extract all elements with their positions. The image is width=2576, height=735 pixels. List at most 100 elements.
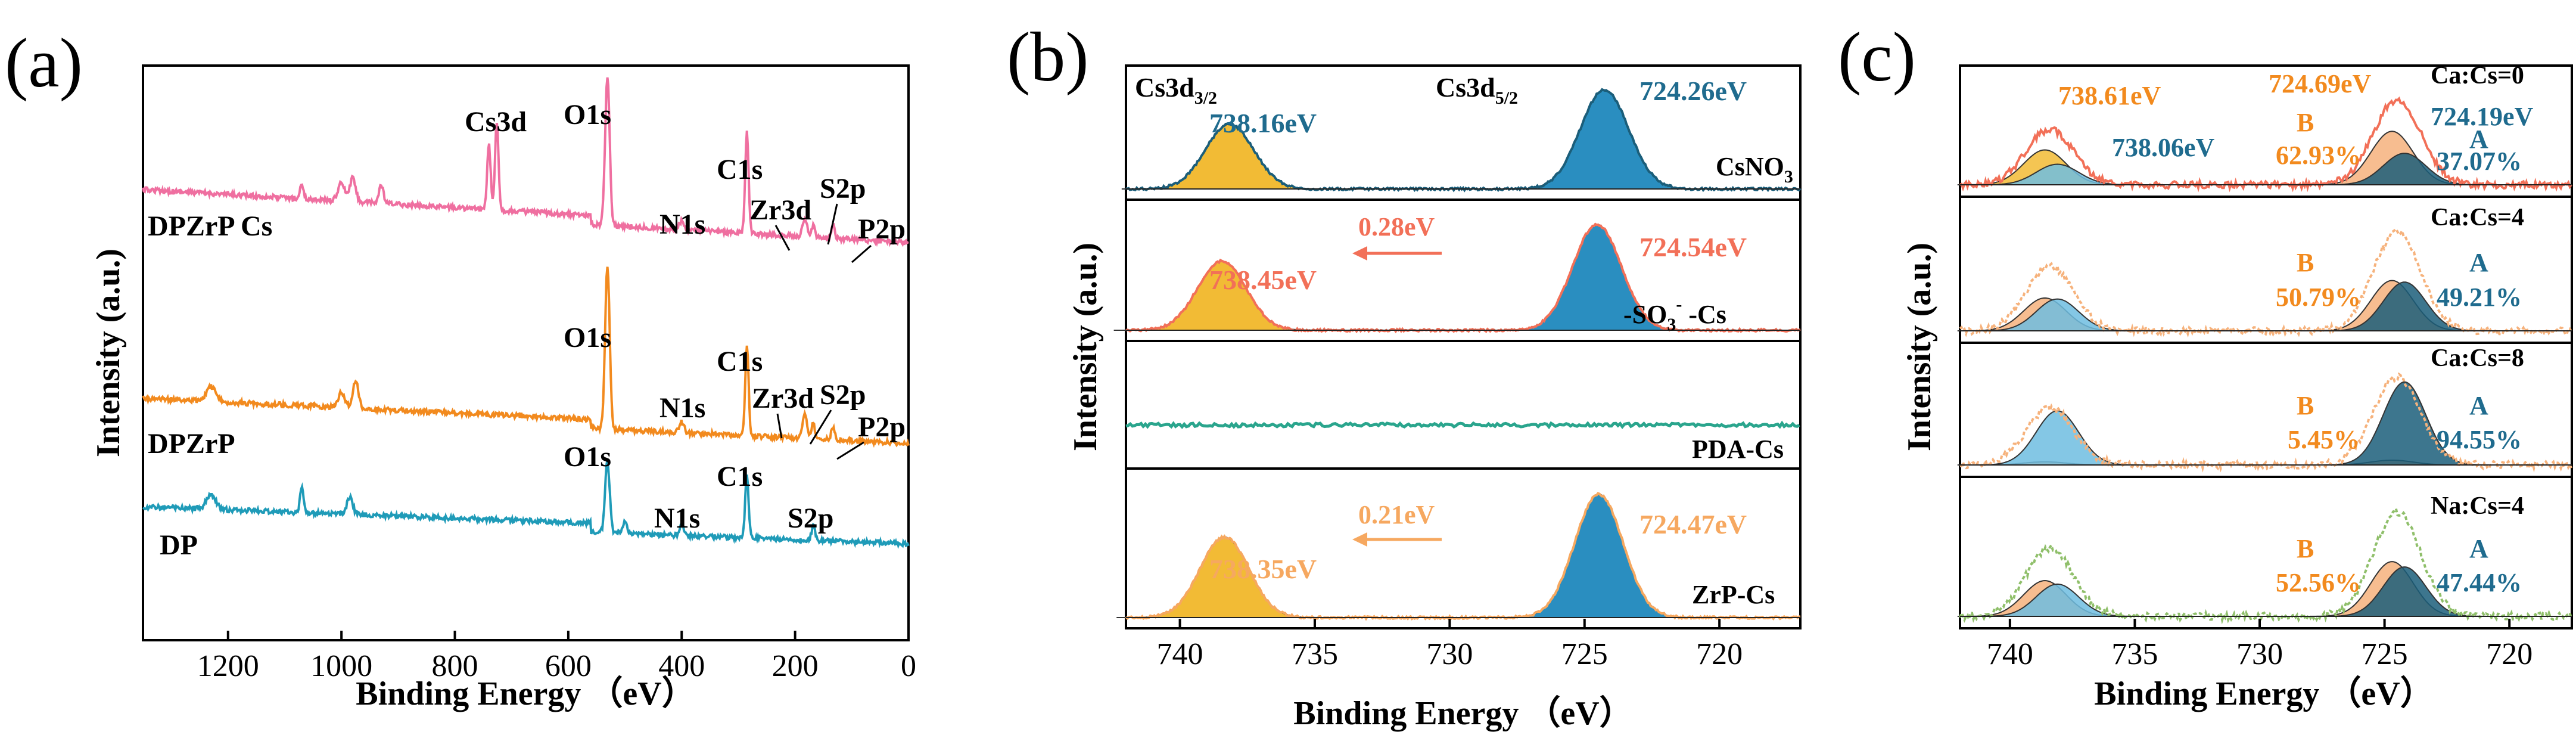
- a-xtick-label: 1000: [310, 649, 372, 683]
- panel-b-xlabel: Binding Energy （eV）: [1293, 694, 1632, 732]
- c-envelope: [1959, 96, 2572, 193]
- peak-label-zr3d-dpzrpcs: Zr3d: [749, 194, 811, 226]
- b-peak1-label-row1: 738.16eV: [1209, 108, 1317, 138]
- b-peak2-label-row2: 724.54eV: [1639, 232, 1747, 262]
- a-xtick-label: 800: [432, 649, 478, 683]
- c-Apct-row1: 37.07%: [2437, 147, 2522, 176]
- b-xtick-label: 740: [1157, 637, 1203, 671]
- panel-b: (b) 740 735 730 725 720 Binding Energy （eV） …: [1007, 18, 1802, 732]
- panel-c-ylabel: Intensity (a.u.): [1901, 243, 1938, 451]
- c-peak-A-high: [1970, 410, 2145, 466]
- panel-a-xlabel: Binding Energy （eV）: [356, 675, 695, 712]
- c-A-row4: A: [2469, 534, 2488, 563]
- b-sample-csno3: CsNO3: [1716, 152, 1793, 187]
- c-B-row1: B: [2297, 108, 2314, 137]
- b-sample-so3-cs: -SO3- -Cs: [1623, 294, 1726, 334]
- c-B-row3: B: [2297, 391, 2314, 420]
- b-spectrum-pda-cs: [1125, 420, 1800, 430]
- b-peak1-label-row2: 738.45eV: [1209, 265, 1317, 295]
- b-xtick-label: 725: [1561, 637, 1608, 671]
- panel-c-frame: [1959, 64, 2573, 629]
- panel-b-frame: [1125, 64, 1802, 629]
- peak-label-o1s-dp: O1s: [564, 441, 611, 473]
- b-shift-arrowhead-row2: [1352, 246, 1367, 260]
- panel-b-label: (b): [1007, 18, 1089, 96]
- peak-label-s2p-dpzrpcs: S2p: [820, 173, 866, 204]
- c-xtick-label: 725: [2362, 637, 2408, 671]
- b-peak2-label-row1: 724.26eV: [1639, 76, 1747, 106]
- c-peak-A-high: [1970, 583, 2145, 617]
- a-spectrum-dp: [142, 459, 910, 550]
- c-Apct-row3: 94.55%: [2437, 425, 2522, 454]
- panel-b-x-ticks: 740 735 730 725 720: [1157, 619, 1743, 671]
- c-Bpct-row1: 62.93%: [2276, 141, 2361, 170]
- panel-a-curves: [142, 77, 910, 550]
- panel-c: (c) 740 735 730 725 720 Binding Energy （eV） …: [1838, 18, 2573, 712]
- a-spectrum-dpzrp: [142, 266, 910, 448]
- c-A-row3: A: [2469, 391, 2488, 420]
- peak-label-n1s-dpzrp: N1s: [659, 392, 705, 424]
- c-ratio-row4: Na:Cs=4: [2431, 492, 2524, 520]
- arrow-zr3d-dpzrpcs: [774, 225, 791, 251]
- panel-b-rows: [1113, 88, 1802, 621]
- b-xtick-label: 720: [1696, 637, 1743, 671]
- peak-label-n1s-dpzrpcs: N1s: [659, 209, 705, 240]
- peak-label-p2p-dpzrpcs: P2p: [858, 213, 906, 245]
- panel-c-label: (c): [1838, 18, 1916, 96]
- b-shift-arrowhead-row4: [1352, 532, 1367, 547]
- c-xtick-label: 730: [2236, 637, 2283, 671]
- b-shift-row4: 0.21eV: [1358, 500, 1435, 529]
- c-label-738-61: 738.61eV: [2058, 81, 2161, 110]
- panel-c-x-ticks: 740 735 730 725 720: [1987, 619, 2533, 671]
- a-xtick-label: 0: [901, 649, 916, 683]
- a-xtick-label: 600: [545, 649, 592, 683]
- b-xtick-label: 730: [1426, 637, 1473, 671]
- peak-label-s2p-dp: S2p: [788, 503, 833, 534]
- b-xtick-label: 735: [1292, 637, 1338, 671]
- c-ratio-row1: Ca:Cs=0: [2431, 62, 2524, 89]
- c-xtick-label: 735: [2111, 637, 2158, 671]
- panel-a-label: (a): [5, 24, 83, 102]
- series-label-dpzrp-cs: DPZrP Cs: [148, 210, 272, 242]
- b-peak1-label-row4: 738.35eV: [1209, 554, 1317, 584]
- series-label-dpzrp: DPZrP: [148, 428, 235, 460]
- peak-label-o1s-dpzrpcs: O1s: [564, 99, 611, 131]
- panel-c-xlabel: Binding Energy （eV）: [2094, 675, 2433, 712]
- series-label-dp: DP: [160, 529, 198, 561]
- arrow-p2p-dpzrp: [836, 441, 864, 460]
- arrow-zr3d-dpzrp: [776, 413, 783, 439]
- a-xtick-label: 1200: [197, 649, 259, 683]
- b-cs3d52-label: Cs3d5/2: [1436, 72, 1518, 108]
- c-xtick-label: 720: [2486, 637, 2533, 671]
- c-peak-A-high: [1970, 298, 2145, 331]
- peak-label-cs3d: Cs3d: [465, 106, 527, 138]
- a-xtick-label: 200: [772, 649, 819, 683]
- c-B-row4: B: [2297, 534, 2314, 563]
- c-label-738-06: 738.06eV: [2112, 133, 2215, 162]
- b-peak2-label-row4: 724.47eV: [1639, 509, 1747, 539]
- c-envelope: [1959, 227, 2573, 339]
- c-Apct-row4: 47.44%: [2437, 568, 2522, 597]
- panel-a: (a) 1200 1000 800 600 400 200 0 Binding Energy…: [5, 24, 916, 712]
- peak-label-o1s-dpzrp: O1s: [564, 322, 611, 353]
- c-A-row1: A: [2469, 125, 2488, 154]
- arrow-s2p-dpzrpcs: [827, 203, 838, 245]
- c-Apct-row2: 49.21%: [2437, 283, 2522, 312]
- panel-a-arrows: [774, 203, 872, 460]
- c-Bpct-row3: 5.45%: [2288, 425, 2360, 454]
- peak-label-c1s-dp: C1s: [717, 461, 763, 492]
- peak-label-p2p-dpzrp: P2p: [858, 411, 906, 443]
- panel-b-ylabel: Intensity (a.u.): [1067, 243, 1104, 451]
- b-sample-zrp-cs: ZrP-Cs: [1692, 580, 1775, 609]
- c-envelope: [1959, 505, 2573, 625]
- panel-a-frame: [142, 64, 910, 641]
- c-Bpct-row2: 50.79%: [2276, 283, 2361, 312]
- c-envelope: [1959, 372, 2573, 473]
- c-xtick-label: 740: [1987, 637, 2033, 671]
- panel-a-x-ticks: 1200 1000 800 600 400 200 0: [197, 631, 916, 683]
- c-label-724-69: 724.69eV: [2269, 69, 2372, 98]
- arrow-s2p-dpzrp: [809, 410, 832, 445]
- c-peak-A: [2317, 566, 2492, 617]
- c-label-724-19: 724.19eV: [2431, 102, 2534, 131]
